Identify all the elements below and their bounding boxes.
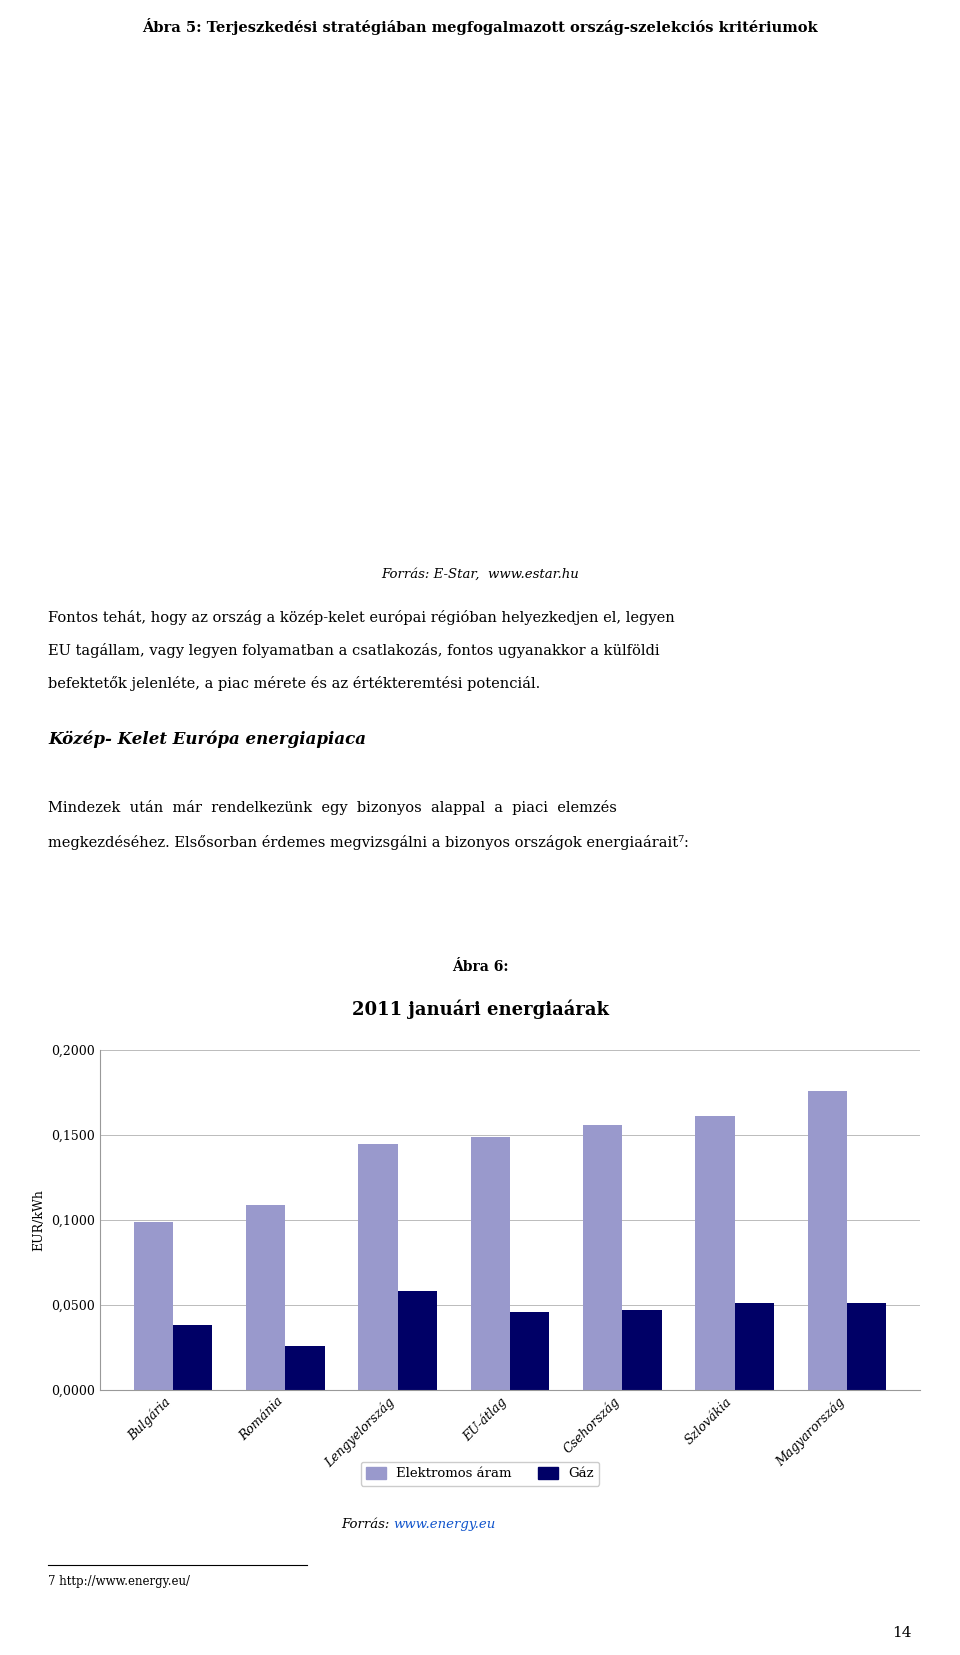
Legend: Elektromos áram, Gáz: Elektromos áram, Gáz	[361, 1461, 599, 1486]
Bar	[622, 1311, 661, 1390]
Text: Ábra 5: Terjeszkedési stratégiában megfogalmazott ország-szelekciós kritériumok: Ábra 5: Terjeszkedési stratégiában megfo…	[142, 18, 818, 35]
Text: Forrás:: Forrás:	[341, 1518, 394, 1531]
Text: 14: 14	[893, 1625, 912, 1640]
Bar	[510, 1312, 549, 1390]
Bar	[583, 1125, 622, 1390]
Text: Forrás: E-Star,  www.estar.hu: Forrás: E-Star, www.estar.hu	[381, 568, 579, 581]
Bar	[133, 1221, 173, 1390]
Text: Mindezek  után  már  rendelkezünk  egy  bizonyos  alappal  a  piaci  elemzés: Mindezek után már rendelkezünk egy bizon…	[48, 799, 617, 814]
Bar	[470, 1137, 510, 1390]
Bar	[807, 1091, 847, 1390]
Text: Fontos tehát, hogy az ország a közép-kelet európai régióban helyezkedjen el, leg: Fontos tehát, hogy az ország a közép-kel…	[48, 611, 675, 626]
Bar	[173, 1326, 212, 1390]
Bar	[358, 1144, 397, 1390]
Text: Közép- Kelet Európa energiapiaca: Közép- Kelet Európa energiapiaca	[48, 730, 366, 748]
Text: befektetők jelenléte, a piac mérete és az értékteremtési potenciál.: befektetők jelenléte, a piac mérete és a…	[48, 675, 540, 692]
Text: 2011 januári energiaárak: 2011 januári energiaárak	[351, 1000, 609, 1019]
Y-axis label: EUR/kWh: EUR/kWh	[33, 1188, 46, 1251]
Bar	[285, 1346, 324, 1390]
Bar	[695, 1117, 734, 1390]
Bar	[847, 1302, 886, 1390]
Text: Ábra 6:: Ábra 6:	[452, 960, 508, 975]
Text: megkezdéséhez. Elsősorban érdemes megvizsgálni a bizonyos országok energiaárait⁷: megkezdéséhez. Elsősorban érdemes megviz…	[48, 836, 689, 851]
Bar	[246, 1205, 285, 1390]
Text: www.energy.eu: www.energy.eu	[394, 1518, 496, 1531]
Bar	[397, 1291, 437, 1390]
Text: EU tagállam, vagy legyen folyamatban a csatlakozás, fontos ugyanakkor a külföldi: EU tagállam, vagy legyen folyamatban a c…	[48, 644, 660, 659]
Bar	[734, 1302, 774, 1390]
Text: 7 http://www.energy.eu/: 7 http://www.energy.eu/	[48, 1576, 190, 1589]
